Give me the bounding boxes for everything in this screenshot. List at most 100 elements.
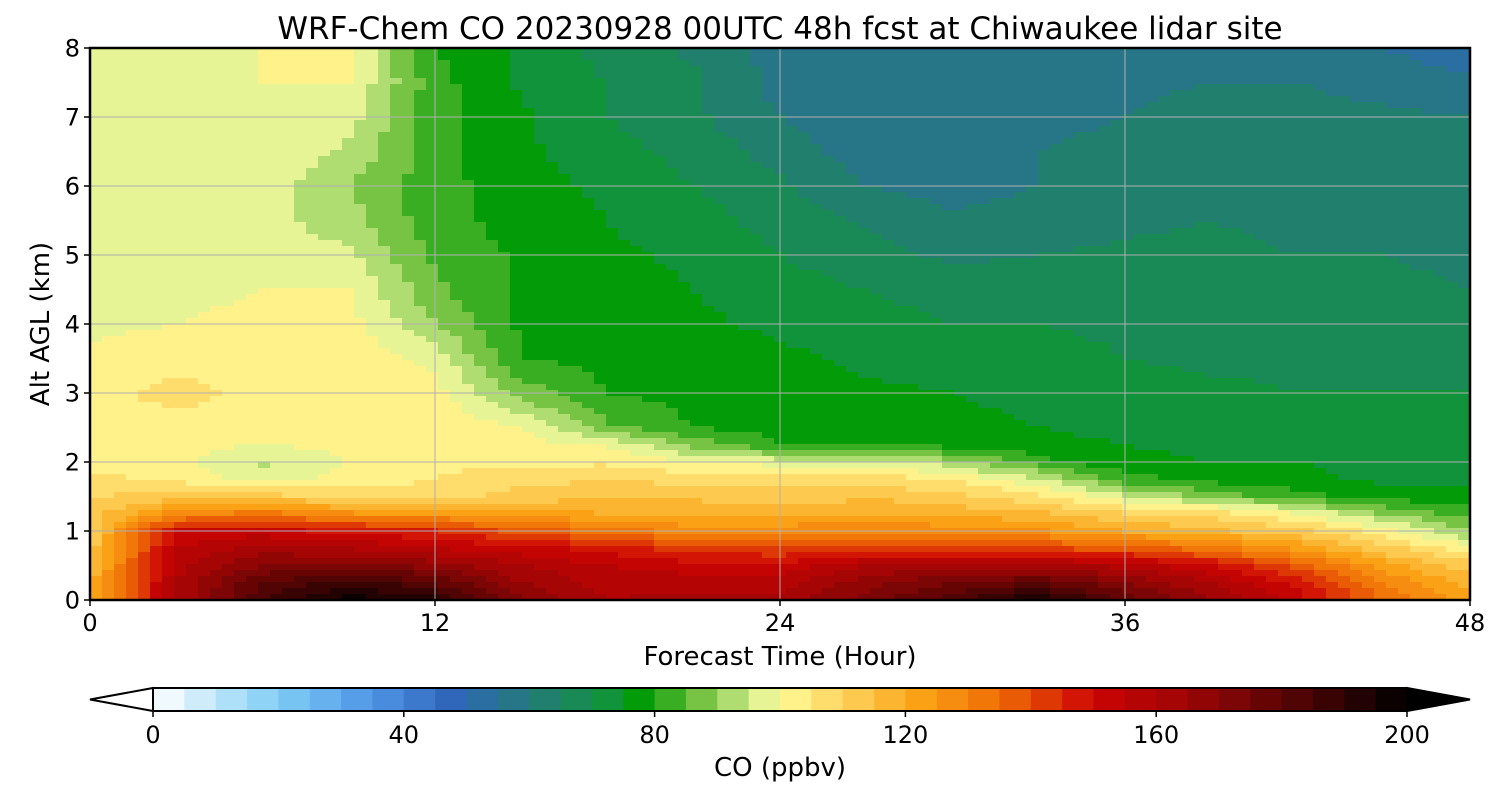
heatmap-cell: [1230, 216, 1243, 223]
heatmap-cell: [258, 168, 271, 175]
heatmap-cell: [126, 60, 139, 67]
heatmap-cell: [1170, 192, 1183, 199]
heatmap-cell: [570, 168, 583, 175]
heatmap-cell: [486, 102, 499, 109]
heatmap-cell: [1062, 84, 1075, 91]
heatmap-cell: [174, 96, 187, 103]
heatmap-cell: [1002, 246, 1015, 253]
heatmap-cell: [474, 216, 487, 223]
heatmap-cell: [1266, 96, 1279, 103]
heatmap-cell: [1266, 150, 1279, 157]
heatmap-cell: [1206, 204, 1219, 211]
heatmap-cell: [786, 48, 799, 55]
heatmap-cell: [1362, 48, 1375, 55]
heatmap-cell: [402, 48, 415, 55]
heatmap-cell: [990, 138, 1003, 145]
heatmap-cell: [1218, 120, 1231, 127]
heatmap-cell: [906, 222, 919, 229]
heatmap-cell: [378, 78, 391, 85]
heatmap-cell: [762, 96, 775, 103]
heatmap-cell: [1242, 144, 1255, 151]
heatmap-cell: [1086, 138, 1099, 145]
heatmap-cell: [1386, 108, 1399, 115]
heatmap-cell: [1338, 240, 1351, 247]
heatmap-cell: [918, 90, 931, 97]
heatmap-cell: [1218, 96, 1231, 103]
heatmap-cell: [1266, 282, 1279, 289]
heatmap-cell: [1386, 264, 1399, 271]
heatmap-cell: [102, 204, 115, 211]
heatmap-cell: [198, 102, 211, 109]
heatmap-cell: [1302, 282, 1315, 289]
heatmap-cell: [150, 102, 163, 109]
heatmap-cell: [450, 144, 463, 151]
heatmap-cell: [750, 222, 763, 229]
heatmap-cell: [534, 198, 547, 205]
heatmap-cell: [1314, 234, 1327, 241]
heatmap-cell: [1410, 126, 1423, 133]
heatmap-cell: [414, 288, 427, 295]
heatmap-cell: [234, 216, 247, 223]
heatmap-cell: [486, 78, 499, 85]
heatmap-cell: [1062, 192, 1075, 199]
heatmap-cell: [930, 270, 943, 277]
heatmap-cell: [474, 120, 487, 127]
heatmap-cell: [366, 246, 379, 253]
plot-area: [88, 46, 1472, 602]
heatmap-cell: [510, 276, 523, 283]
heatmap-cell: [246, 192, 259, 199]
heatmap-cell: [714, 150, 727, 157]
heatmap-cell: [522, 54, 535, 61]
heatmap-cell: [642, 48, 655, 55]
heatmap-cell: [522, 84, 535, 91]
heatmap-cell: [930, 210, 943, 217]
heatmap-cell: [1158, 150, 1171, 157]
heatmap-cell: [1134, 186, 1147, 193]
heatmap-cell: [210, 276, 223, 283]
heatmap-cell: [354, 54, 367, 61]
heatmap-cell: [438, 222, 451, 229]
heatmap-cell: [1290, 258, 1303, 265]
heatmap-cell: [1050, 72, 1063, 79]
heatmap-cell: [1050, 162, 1063, 169]
heatmap-cell: [342, 168, 355, 175]
heatmap-cell: [954, 246, 967, 253]
heatmap-cell: [786, 234, 799, 241]
heatmap-cell: [1458, 84, 1470, 91]
heatmap-cell: [150, 246, 163, 253]
heatmap-cell: [306, 60, 319, 67]
heatmap-cell: [138, 288, 151, 295]
heatmap-cell: [330, 162, 343, 169]
heatmap-cell: [1074, 162, 1087, 169]
heatmap-cell: [1110, 150, 1123, 157]
heatmap-cell: [930, 198, 943, 205]
heatmap-cell: [102, 144, 115, 151]
heatmap-cell: [822, 240, 835, 247]
heatmap-cell: [966, 48, 979, 55]
heatmap-cell: [570, 96, 583, 103]
heatmap-cell: [846, 192, 859, 199]
heatmap-cell: [594, 264, 607, 271]
heatmap-cell: [318, 126, 331, 133]
heatmap-cell: [714, 192, 727, 199]
heatmap-cell: [702, 48, 715, 55]
heatmap-cell: [630, 204, 643, 211]
heatmap-cell: [894, 234, 907, 241]
heatmap-cell: [930, 78, 943, 85]
heatmap-cell: [822, 168, 835, 175]
heatmap-cell: [1122, 108, 1135, 115]
heatmap-cell: [1074, 138, 1087, 145]
heatmap-cell: [1302, 294, 1315, 301]
heatmap-cell: [450, 72, 463, 79]
heatmap-cell: [90, 90, 103, 97]
heatmap-cell: [738, 210, 751, 217]
heatmap-cell: [138, 156, 151, 163]
heatmap-cell: [390, 186, 403, 193]
heatmap-cell: [138, 90, 151, 97]
heatmap-cell: [498, 282, 511, 289]
heatmap-cell: [1098, 240, 1111, 247]
heatmap-cell: [798, 276, 811, 283]
heatmap-cell: [462, 108, 475, 115]
heatmap-cell: [234, 120, 247, 127]
heatmap-cell: [570, 258, 583, 265]
